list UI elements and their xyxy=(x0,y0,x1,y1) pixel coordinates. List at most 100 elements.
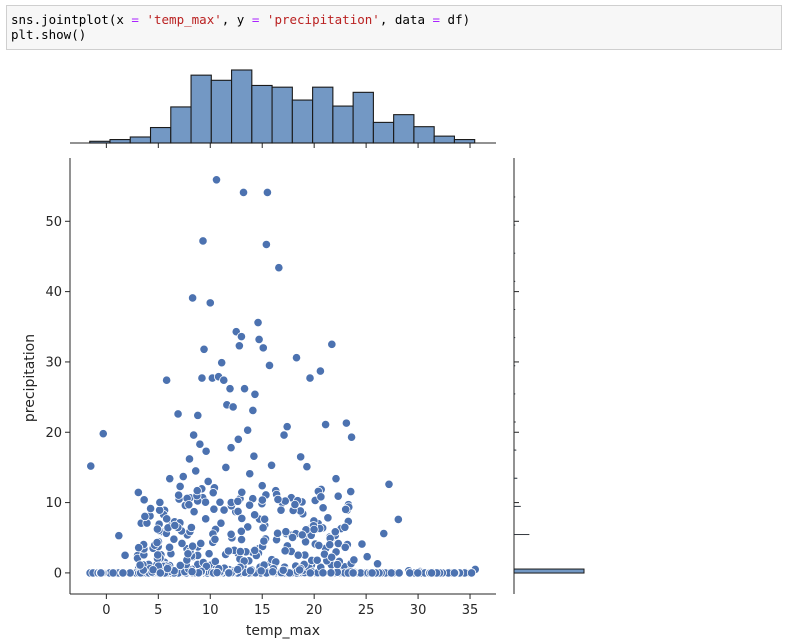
scatter-point xyxy=(305,568,315,578)
hist-y-bar xyxy=(513,308,516,310)
hist-y-bar xyxy=(513,365,516,367)
scatter-point xyxy=(237,487,247,497)
scatter-point xyxy=(205,298,215,308)
hist-x-bar xyxy=(372,121,395,144)
code-token: , y xyxy=(221,12,252,27)
scatter-point xyxy=(155,568,165,578)
scatter-point xyxy=(346,486,356,497)
scatter-point xyxy=(323,513,333,523)
scatter-point xyxy=(233,434,243,444)
scatter-point xyxy=(162,564,173,574)
code-operator: = xyxy=(432,12,441,27)
code-token: df) xyxy=(440,12,471,27)
scatter-point xyxy=(318,503,328,513)
scatter-point xyxy=(341,504,351,514)
scatter-point xyxy=(189,430,199,440)
scatter-point xyxy=(183,549,193,559)
scatter-point xyxy=(293,550,303,560)
hist-x-bar xyxy=(170,106,192,144)
scatter-point xyxy=(212,567,222,578)
scatter-point xyxy=(133,487,143,498)
x-tick-label: 0 xyxy=(102,603,110,618)
scatter-point xyxy=(295,565,305,575)
hist-y-bar xyxy=(513,505,521,507)
hist-y-bar xyxy=(513,252,516,254)
y-tick-label: 20 xyxy=(45,426,62,441)
scatter-point xyxy=(348,568,358,578)
y-tick-label: 0 xyxy=(54,566,62,581)
scatter-point xyxy=(233,506,243,517)
scatter-point xyxy=(346,432,357,442)
scatter-point xyxy=(196,538,206,549)
scatter-point xyxy=(332,559,342,570)
scatter-point xyxy=(250,510,260,520)
scatter-points xyxy=(85,175,480,578)
scatter-point xyxy=(333,491,343,501)
scatter-point xyxy=(340,542,350,552)
scatter-point xyxy=(243,425,253,435)
scatter-point xyxy=(184,454,195,464)
scatter-point xyxy=(96,568,106,578)
scatter-point xyxy=(257,495,267,505)
scatter-point xyxy=(225,384,235,394)
hist-y-bar xyxy=(513,280,516,282)
hist-y-bar xyxy=(513,449,517,451)
scatter-point xyxy=(135,560,145,570)
y-tick-label: 10 xyxy=(45,496,62,511)
scatter-point xyxy=(145,503,156,514)
scatter-point xyxy=(223,546,234,556)
scatter-point xyxy=(197,373,207,383)
scatter-point xyxy=(296,452,306,462)
scatter-point xyxy=(209,504,219,514)
scatter-point xyxy=(187,541,198,551)
scatter-point xyxy=(162,375,172,385)
scatter-point xyxy=(192,486,202,496)
scatter-point xyxy=(272,528,283,538)
scatter-point xyxy=(244,500,255,510)
scatter-point xyxy=(175,560,185,571)
code-operator: = xyxy=(131,12,139,27)
scatter-point xyxy=(187,567,197,577)
scatter-point xyxy=(291,353,302,363)
scatter-point xyxy=(224,568,234,578)
scatter-point xyxy=(413,568,423,578)
scatter-point xyxy=(233,496,243,506)
scatter-point xyxy=(253,317,263,328)
hist-y-bar xyxy=(513,477,518,479)
scatter-point xyxy=(155,497,165,508)
scatter-point xyxy=(260,514,270,524)
scatter-point xyxy=(226,529,236,539)
scatter-point xyxy=(152,524,162,534)
hist-x-bar xyxy=(149,126,172,144)
scatter-point xyxy=(327,552,337,562)
scatter-point xyxy=(256,566,266,576)
scatter-point xyxy=(173,409,183,419)
x-tick-label: 25 xyxy=(358,603,375,618)
scatter-point xyxy=(245,469,255,479)
scatter-point xyxy=(258,343,268,353)
scatter-point xyxy=(203,476,213,487)
scatter-point xyxy=(268,567,278,577)
y-tick-label: 50 xyxy=(45,215,62,230)
scatter-point xyxy=(175,481,185,492)
hist-x-bar xyxy=(433,135,455,144)
hist-x-bar xyxy=(413,126,435,144)
scatter-point xyxy=(86,461,96,471)
scatter-point xyxy=(282,422,292,432)
scatter-point xyxy=(162,514,172,524)
code-cell[interactable]: sns.jointplot(x = 'temp_max', y = 'preci… xyxy=(6,5,782,50)
hist-x-bar xyxy=(109,139,131,144)
scatter-point xyxy=(243,522,253,532)
scatter-point xyxy=(254,334,264,345)
scatter-point xyxy=(264,360,275,371)
scatter-point xyxy=(386,568,396,578)
scatter-point xyxy=(193,410,203,420)
main-axes: 0 5 10 15 20 25 30 35 0 10 20 30 40 50 xyxy=(45,158,496,618)
scatter-point xyxy=(340,522,350,532)
scatter-point xyxy=(201,514,211,524)
scatter-point xyxy=(198,236,208,246)
scatter-point xyxy=(259,536,269,546)
scatter-point xyxy=(118,568,128,578)
x-axis-label: temp_max xyxy=(246,623,320,639)
scatter-point xyxy=(331,474,341,484)
